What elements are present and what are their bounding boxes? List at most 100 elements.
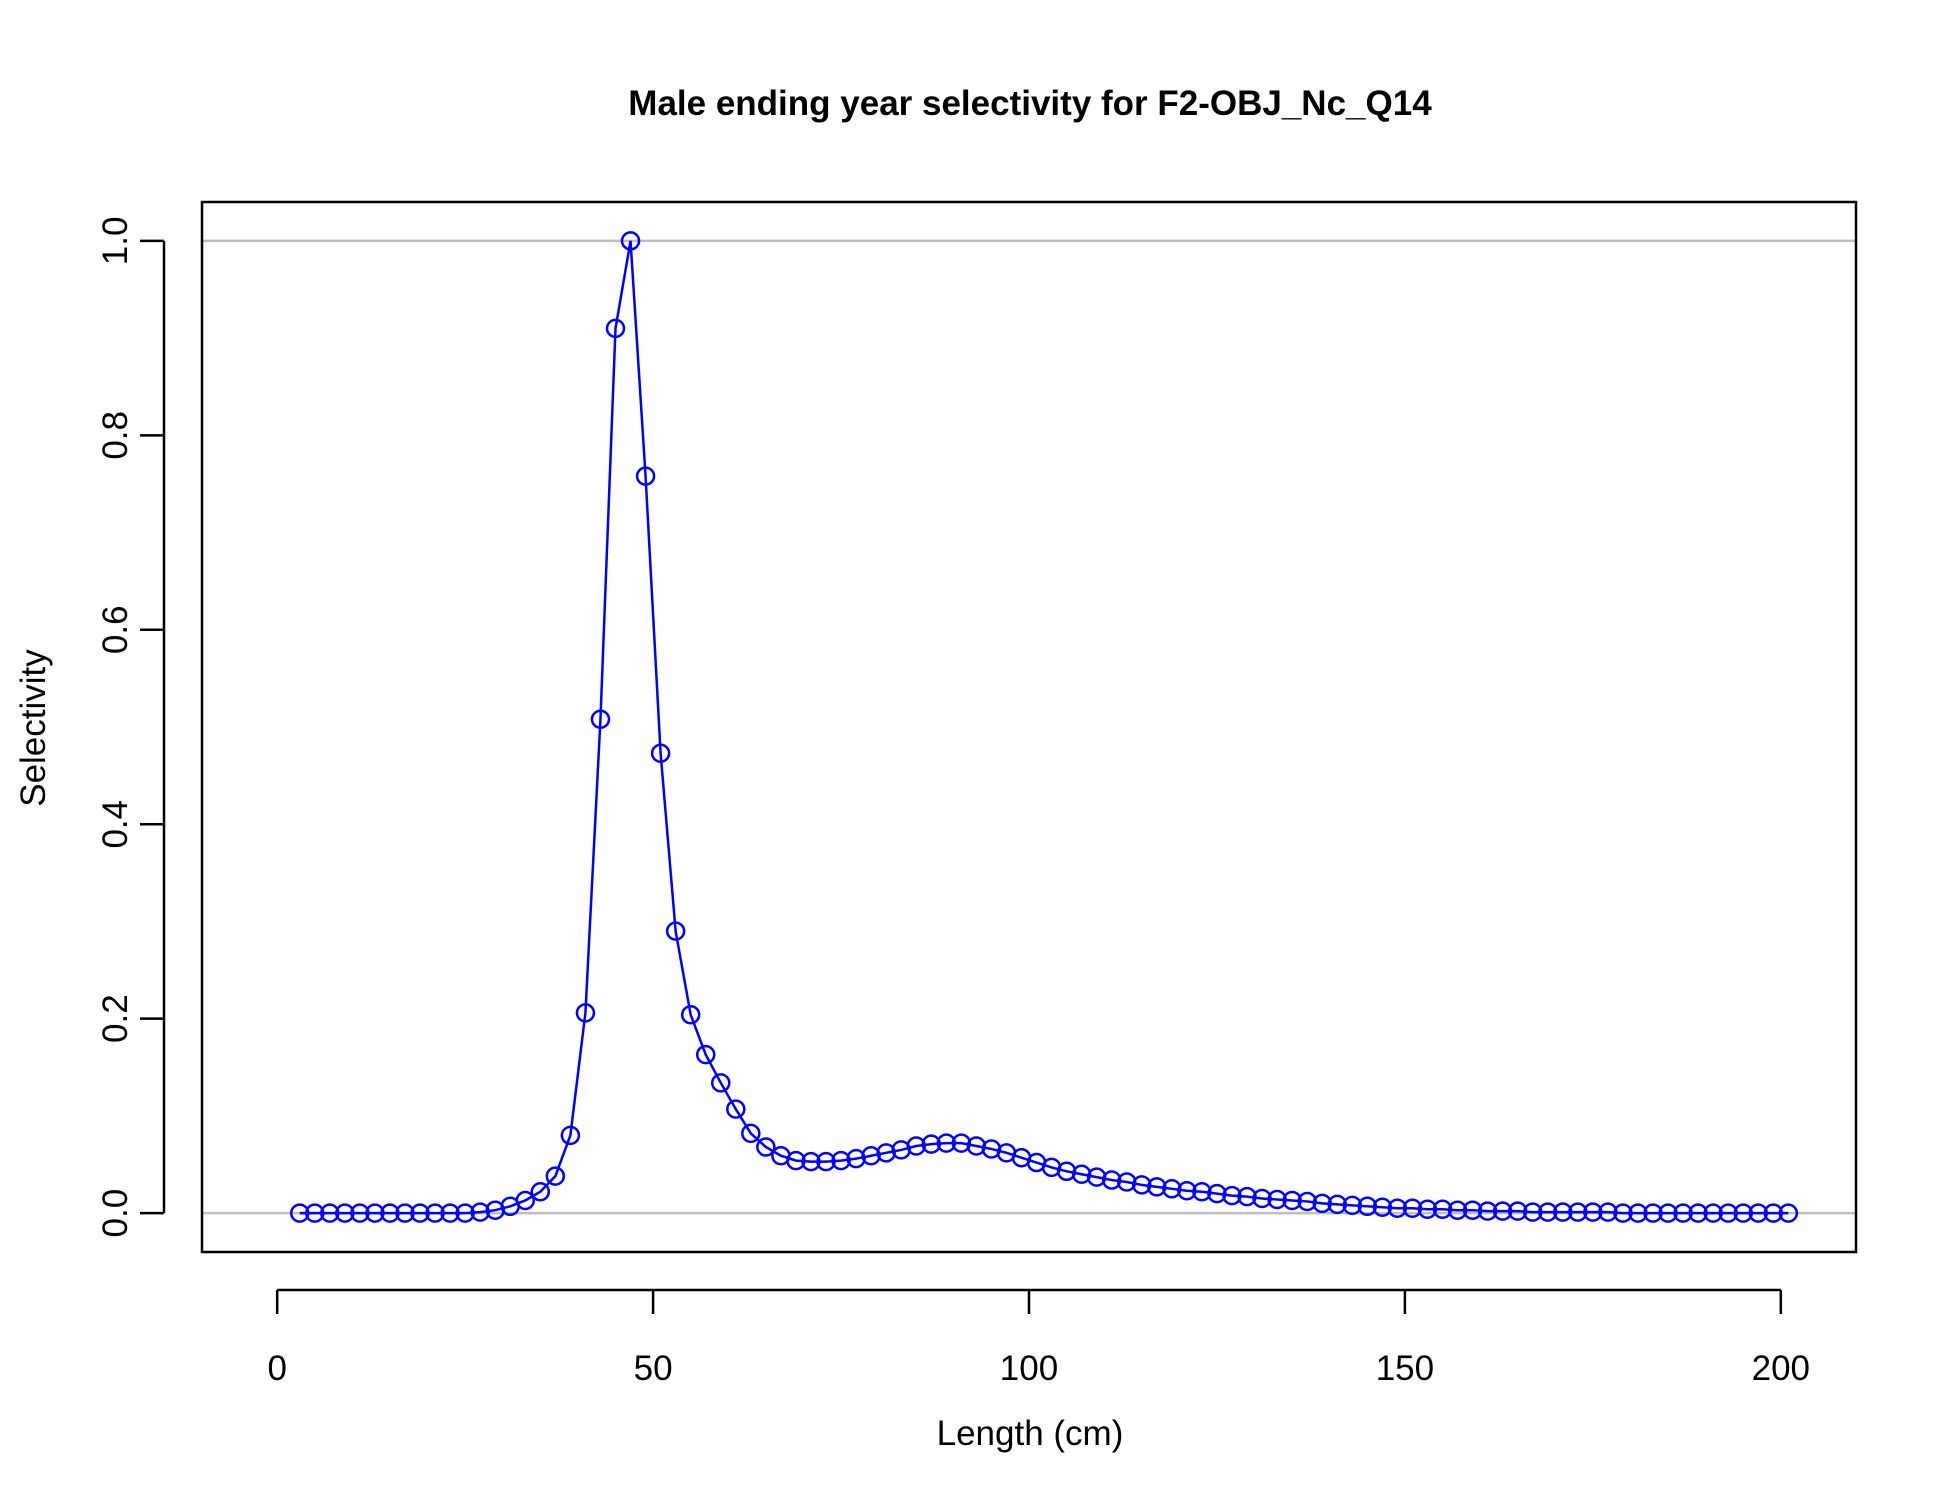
data-point (335, 1203, 355, 1223)
data-point (350, 1203, 370, 1223)
y-axis-label: Selectivity (14, 649, 53, 807)
data-point (590, 709, 611, 729)
data-point (1507, 1201, 1528, 1221)
data-point (425, 1203, 445, 1223)
data-point (1417, 1199, 1438, 1219)
data-point (1583, 1202, 1603, 1222)
data-point (1718, 1203, 1738, 1223)
data-point (1071, 1164, 1092, 1184)
data-point (936, 1133, 957, 1153)
data-point (1613, 1203, 1633, 1223)
data-point (831, 1150, 851, 1171)
data-point (1688, 1203, 1708, 1223)
data-point (1086, 1167, 1107, 1187)
data-point (1492, 1201, 1513, 1221)
x-tick-label: 50 (634, 1349, 673, 1388)
data-point (816, 1151, 836, 1172)
data-point (1297, 1191, 1317, 1212)
x-tick-label: 0 (267, 1349, 286, 1388)
data-point (951, 1133, 972, 1153)
data-point (1763, 1203, 1784, 1223)
data-point (1477, 1201, 1498, 1221)
reference-lines (202, 239, 1856, 1215)
data-point (861, 1146, 881, 1166)
data-point (620, 231, 641, 251)
data-point (365, 1203, 385, 1223)
data-point (1733, 1203, 1753, 1223)
data-point (305, 1203, 325, 1223)
data-point (1538, 1202, 1558, 1222)
series-group (289, 231, 1799, 1223)
data-point (1056, 1161, 1077, 1182)
data-point (665, 921, 686, 941)
data-point (1237, 1186, 1257, 1207)
data-point (410, 1203, 430, 1223)
y-axis: 0.0 0.2 0.4 0.6 0.8 1.0 (96, 217, 166, 1238)
y-tick-label: 0.6 (96, 605, 135, 654)
data-point (1643, 1203, 1663, 1223)
data-point (741, 1123, 761, 1144)
chart-title: Male ending year selectivity for F2-OBJ_… (628, 84, 1432, 123)
data-point (1553, 1202, 1573, 1222)
data-point (605, 318, 626, 339)
data-point (1778, 1203, 1799, 1223)
data-point (1252, 1188, 1272, 1209)
data-point (1402, 1198, 1423, 1218)
plot-frame (200, 200, 1858, 1254)
data-point (515, 1190, 536, 1211)
data-point (1387, 1198, 1408, 1218)
data-point (1522, 1202, 1543, 1222)
y-tick-label: 0.0 (96, 1189, 135, 1238)
data-point (1147, 1177, 1167, 1197)
data-point (1116, 1172, 1137, 1192)
data-point (470, 1202, 490, 1222)
data-point (575, 1003, 596, 1023)
data-point (1192, 1181, 1212, 1202)
data-point (1282, 1190, 1302, 1211)
data-point (966, 1136, 987, 1156)
data-point (1132, 1175, 1152, 1195)
data-point (1673, 1203, 1693, 1223)
data-point (1628, 1203, 1648, 1223)
data-point (786, 1150, 806, 1171)
data-point (680, 1005, 701, 1025)
data-point (455, 1203, 475, 1223)
y-tick-label: 0.4 (96, 800, 135, 849)
data-point (1462, 1200, 1483, 1220)
y-tick-label: 0.8 (96, 411, 135, 460)
data-point (289, 1203, 310, 1223)
data-point (1327, 1194, 1347, 1215)
data-point (756, 1137, 776, 1157)
x-axis-label: Length (cm) (937, 1414, 1124, 1453)
data-point (635, 466, 656, 486)
data-point (1312, 1193, 1332, 1214)
data-point (711, 1073, 731, 1093)
data-point (380, 1203, 400, 1223)
data-point (1703, 1203, 1723, 1223)
x-tick-label: 100 (1000, 1349, 1058, 1388)
data-point (1222, 1185, 1242, 1206)
data-point (395, 1203, 415, 1223)
data-point (1748, 1203, 1769, 1223)
data-point (1101, 1170, 1122, 1190)
data-point (440, 1203, 460, 1223)
series-line (299, 240, 1789, 1215)
y-tick-label: 1.0 (96, 217, 135, 266)
data-point (1207, 1183, 1227, 1204)
data-point (1162, 1179, 1182, 1199)
data-point (846, 1148, 866, 1169)
data-point (1177, 1181, 1197, 1201)
data-point (1267, 1189, 1287, 1210)
data-point (560, 1125, 581, 1146)
data-point (1568, 1202, 1588, 1222)
data-point (1598, 1202, 1618, 1222)
data-point (876, 1143, 896, 1163)
data-point (1342, 1195, 1363, 1216)
data-point (906, 1136, 926, 1156)
data-point (545, 1166, 566, 1186)
x-tick-label: 200 (1752, 1349, 1810, 1388)
data-point (530, 1181, 551, 1202)
data-point (1658, 1203, 1678, 1223)
data-point (320, 1203, 340, 1223)
